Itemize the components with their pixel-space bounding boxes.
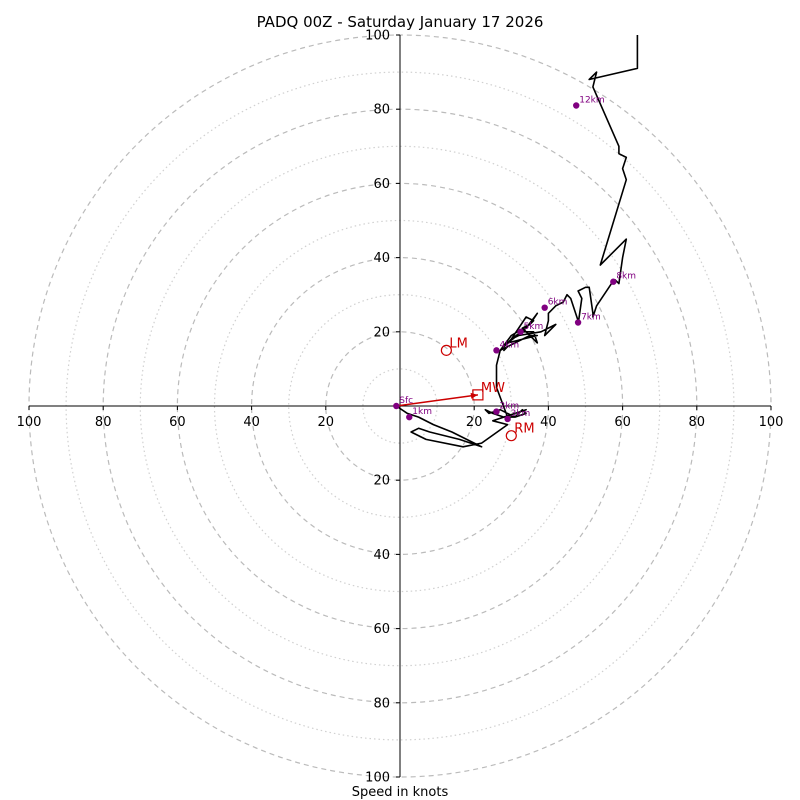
y-tick-label: 20 bbox=[373, 325, 390, 340]
height-marker-label: 5km bbox=[524, 322, 544, 332]
y-tick-label: 100 bbox=[365, 771, 390, 786]
y-tick-label: 80 bbox=[373, 696, 390, 711]
height-marker-label: 12km bbox=[579, 95, 604, 105]
x-tick-label: 40 bbox=[243, 415, 260, 430]
storm-motion-circle bbox=[440, 344, 452, 356]
height-marker-label: 8km bbox=[616, 272, 636, 282]
y-tick-label: 20 bbox=[373, 474, 390, 489]
x-tick-label: 60 bbox=[614, 415, 631, 430]
height-marker-dot bbox=[574, 319, 582, 326]
y-tick-label: 40 bbox=[373, 548, 390, 563]
storm-motion-markers: LM RM MW bbox=[440, 336, 535, 442]
height-marker-dot bbox=[517, 328, 524, 335]
height-marker-label: 3km bbox=[511, 409, 531, 419]
hodograph-line bbox=[395, 35, 639, 448]
mean-wind-arrow-head bbox=[470, 392, 478, 399]
y-tick-label: 40 bbox=[373, 251, 390, 266]
height-marker-label: 7km bbox=[581, 313, 601, 323]
height-marker-dot bbox=[504, 415, 511, 423]
storm-motion-label: MW bbox=[481, 381, 505, 396]
x-axis-label: Speed in knots bbox=[352, 785, 449, 800]
height-marker-dot bbox=[573, 102, 580, 109]
x-tick-label: 20 bbox=[318, 415, 335, 430]
y-tick-label: 100 bbox=[365, 29, 390, 44]
height-marker-label: 1km bbox=[412, 407, 432, 417]
x-tick-label: 100 bbox=[17, 415, 42, 430]
height-marker-dot bbox=[541, 304, 548, 311]
wind-trace bbox=[395, 35, 639, 448]
mean-wind-arrow-line bbox=[396, 394, 479, 407]
storm-motion-circle bbox=[505, 430, 517, 442]
x-tick-label: 100 bbox=[759, 415, 784, 430]
storm-motion-label: LM bbox=[449, 336, 467, 351]
tick-labels: 100 80 60 40 20 20 40 60 80 100 100 80 60 40 20 20 40 60 8… bbox=[17, 29, 784, 786]
height-marker-label: 4km bbox=[499, 340, 519, 350]
x-tick-label: 40 bbox=[540, 415, 557, 430]
y-tick-label: 60 bbox=[373, 177, 390, 192]
height-marker-label: 6km bbox=[548, 298, 568, 308]
x-tick-label: 80 bbox=[95, 415, 112, 430]
height-marker-dot bbox=[406, 413, 413, 421]
height-marker-dot bbox=[393, 402, 400, 410]
storm-motion-square bbox=[472, 389, 484, 401]
height-marker-label: Sfc bbox=[399, 396, 413, 406]
x-tick-label: 60 bbox=[169, 415, 186, 430]
height-marker-dot bbox=[493, 347, 500, 354]
height-marker-label: 2km bbox=[499, 402, 519, 412]
y-tick-label: 60 bbox=[373, 622, 390, 637]
chart-title: PADQ 00Z - Saturday January 17 2026 bbox=[257, 13, 544, 31]
storm-motion-label: RM bbox=[514, 422, 534, 437]
height-marker-dot bbox=[610, 278, 617, 285]
x-tick-label: 80 bbox=[689, 415, 706, 430]
y-tick-label: 80 bbox=[373, 103, 390, 118]
height-marker-dot bbox=[493, 408, 500, 415]
x-tick-label: 20 bbox=[466, 415, 483, 430]
